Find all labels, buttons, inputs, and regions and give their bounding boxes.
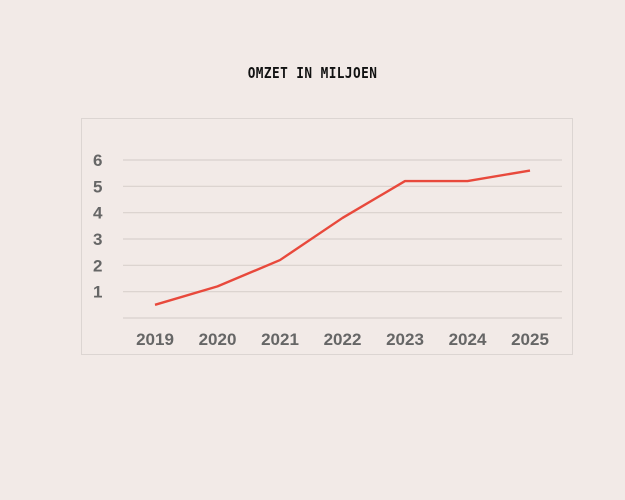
y-tick-label: 2 bbox=[93, 256, 102, 275]
series-line bbox=[154, 169, 531, 306]
x-tick-label: 2021 bbox=[261, 330, 299, 349]
y-tick-label: 5 bbox=[93, 177, 102, 196]
y-tick-label: 6 bbox=[93, 151, 102, 170]
x-tick-label: 2024 bbox=[449, 330, 487, 349]
y-tick-label: 3 bbox=[93, 230, 102, 249]
x-tick-label: 2020 bbox=[199, 330, 237, 349]
chart-title: OMZET IN MILJOEN bbox=[247, 64, 378, 82]
x-tick-label: 2025 bbox=[511, 330, 549, 349]
y-tick-label: 1 bbox=[93, 283, 102, 302]
y-tick-label: 4 bbox=[93, 204, 103, 223]
x-tick-label: 2022 bbox=[324, 330, 362, 349]
x-tick-label: 2023 bbox=[386, 330, 424, 349]
x-tick-label: 2019 bbox=[136, 330, 174, 349]
chart-frame bbox=[81, 118, 573, 355]
